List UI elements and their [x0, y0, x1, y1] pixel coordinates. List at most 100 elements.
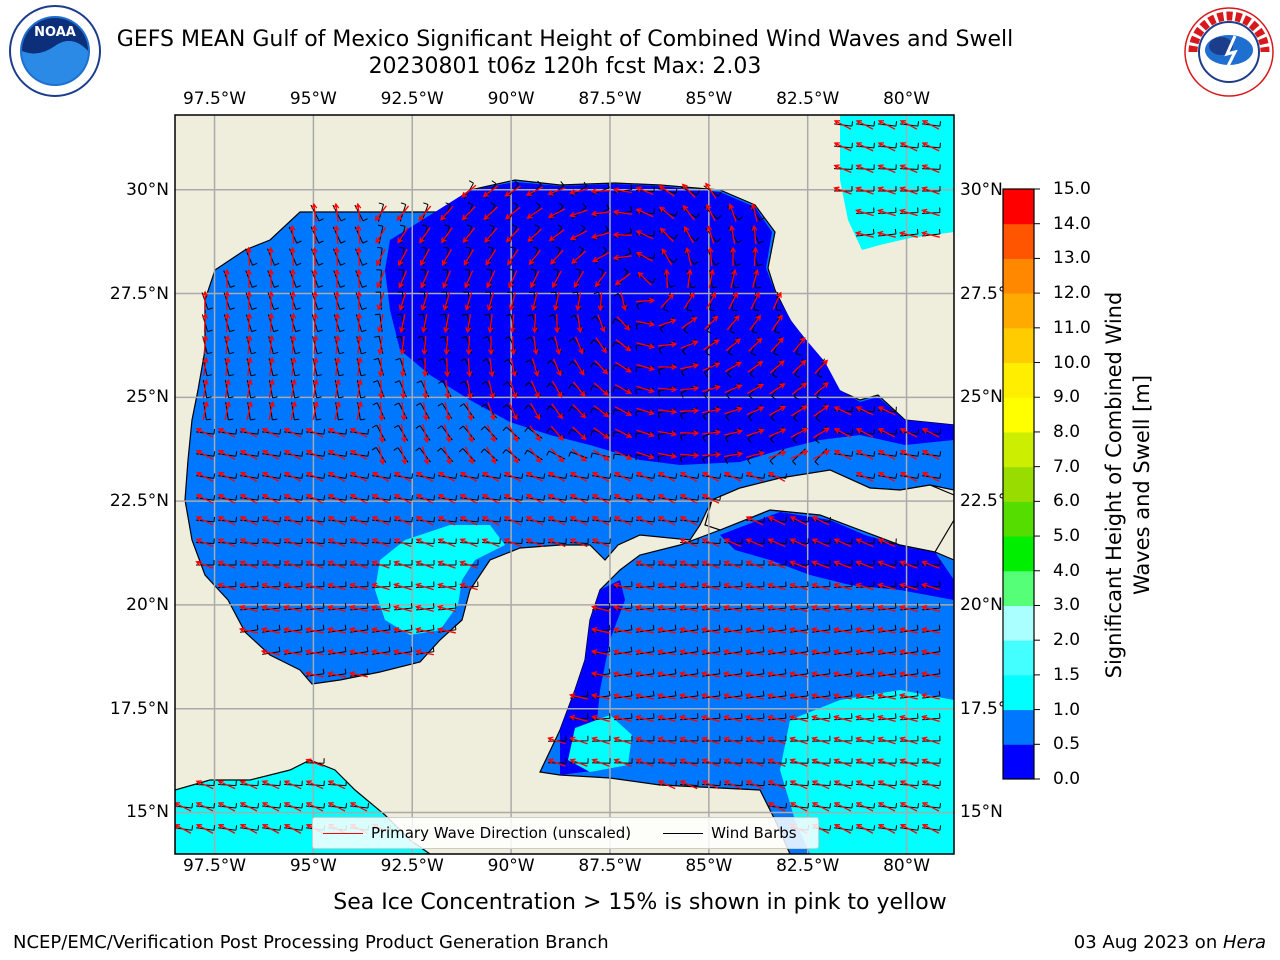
wave-direction-arrow — [855, 780, 874, 790]
wave-direction-arrow — [789, 582, 808, 591]
wave-direction-arrow — [551, 403, 564, 420]
wave-direction-arrow — [400, 446, 408, 466]
wave-direction-arrow — [525, 538, 544, 548]
wave-direction-arrow — [706, 291, 716, 310]
wave-direction-arrow — [568, 188, 588, 195]
wave-direction-arrow — [459, 538, 478, 548]
wave-direction-arrow — [261, 494, 280, 504]
wave-direction-arrow — [333, 268, 340, 289]
wave-direction-arrow — [463, 248, 475, 266]
lon-tick-label-top: 87.5°W — [578, 89, 642, 109]
wave-direction-arrow — [487, 402, 496, 421]
lon-tick-label-bottom: 92.5°W — [380, 856, 444, 876]
wave-direction-arrow — [788, 649, 808, 656]
wave-direction-arrow — [283, 780, 302, 790]
colorbar-tick-label: 13.0 — [1053, 248, 1091, 269]
wave-direction-arrow — [290, 356, 297, 377]
wave-direction-arrow — [268, 378, 275, 398]
wave-direction-arrow — [789, 560, 808, 569]
wave-direction-arrow — [283, 802, 302, 812]
wave-direction-arrow — [569, 736, 588, 745]
wave-direction-arrow — [355, 202, 362, 223]
wave-direction-arrow — [788, 692, 808, 700]
wave-direction-arrow — [510, 335, 517, 356]
wave-direction-arrow — [530, 292, 538, 312]
wave-direction-arrow — [509, 313, 516, 334]
wave-direction-arrow — [376, 292, 385, 311]
wave-direction-arrow — [833, 560, 852, 569]
wave-direction-arrow — [811, 736, 830, 745]
wave-direction-arrow — [745, 736, 764, 745]
wave-direction-arrow — [833, 802, 852, 812]
wave-direction-arrow — [465, 335, 472, 356]
wave-direction-arrow — [224, 378, 231, 398]
wave-direction-arrow — [854, 604, 874, 612]
colorbar-label: Significant Height of Combined Wind Wave… — [1102, 291, 1154, 679]
wave-direction-arrow — [722, 649, 742, 656]
wave-direction-arrow — [899, 450, 918, 460]
wave-direction-arrow — [789, 538, 808, 548]
wave-direction-arrow — [657, 714, 676, 723]
wave-direction-arrow — [195, 428, 214, 438]
wave-direction-arrow — [635, 494, 654, 504]
wave-direction-arrow — [327, 472, 346, 482]
wave-direction-arrow — [305, 538, 324, 548]
wave-direction-arrow — [327, 582, 346, 591]
noaa-logo: NOAA — [8, 4, 102, 102]
wave-direction-arrow — [465, 314, 472, 334]
wave-direction-arrow — [393, 538, 412, 548]
wave-direction-arrow — [658, 318, 677, 327]
wave-direction-arrow — [745, 582, 764, 591]
wave-direction-arrow — [261, 428, 280, 438]
wave-direction-arrow — [921, 142, 940, 152]
wave-direction-arrow — [722, 671, 742, 678]
wave-direction-arrow — [414, 627, 434, 634]
wave-direction-arrow — [246, 334, 253, 355]
wave-direction-arrow — [657, 516, 676, 526]
wave-direction-arrow — [723, 538, 742, 548]
wave-direction-arrow — [482, 185, 499, 198]
lat-tick-label-left: 25°N — [126, 387, 169, 408]
wave-direction-arrow — [612, 254, 633, 261]
wave-direction-arrow — [877, 560, 896, 569]
wave-direction-arrow — [290, 290, 297, 311]
wave-direction-arrow — [833, 164, 852, 174]
wave-direction-arrow — [876, 692, 896, 700]
wave-direction-arrow — [217, 516, 236, 526]
wave-direction-arrow — [528, 249, 541, 266]
wave-direction-arrow — [833, 824, 852, 834]
wave-direction-arrow — [612, 187, 632, 194]
wave-direction-arrow — [898, 671, 918, 678]
wave-direction-arrow — [591, 736, 610, 745]
wave-direction-arrow — [634, 627, 654, 634]
wave-direction-arrow — [569, 516, 588, 526]
wave-direction-arrow — [767, 758, 786, 767]
wave-direction-arrow — [833, 582, 852, 591]
wave-direction-arrow — [613, 494, 632, 504]
wave-direction-arrow — [833, 406, 852, 416]
wave-direction-arrow — [437, 494, 456, 504]
footer-date: 03 Aug 2023 on Hera — [1074, 932, 1266, 953]
lat-tick-label-right: 15°N — [960, 802, 1003, 823]
wave-direction-arrow — [422, 357, 428, 378]
wave-direction-arrow — [443, 446, 452, 465]
wave-direction-arrow — [701, 451, 722, 458]
wave-direction-arrow — [591, 231, 610, 240]
wave-direction-arrow — [708, 268, 715, 288]
wave-direction-arrow — [612, 209, 633, 216]
wave-direction-arrow — [415, 582, 434, 591]
wave-direction-arrow — [261, 516, 280, 526]
wave-direction-arrow — [747, 360, 764, 373]
wave-direction-arrow — [656, 627, 676, 634]
wave-direction-arrow — [684, 225, 694, 244]
wave-direction-arrow — [547, 736, 566, 745]
wave-direction-arrow — [224, 356, 231, 377]
wave-direction-arrow — [508, 424, 518, 443]
colorbar-band — [1003, 431, 1034, 468]
wave-direction-arrow — [223, 268, 230, 289]
plot-title: GEFS MEAN Gulf of Mexico Significant Hei… — [116, 27, 1014, 52]
wave-direction-arrow — [752, 246, 759, 267]
wave-direction-arrow — [723, 780, 742, 790]
wave-direction-arrow — [261, 824, 280, 834]
wave-direction-arrow — [746, 406, 765, 416]
